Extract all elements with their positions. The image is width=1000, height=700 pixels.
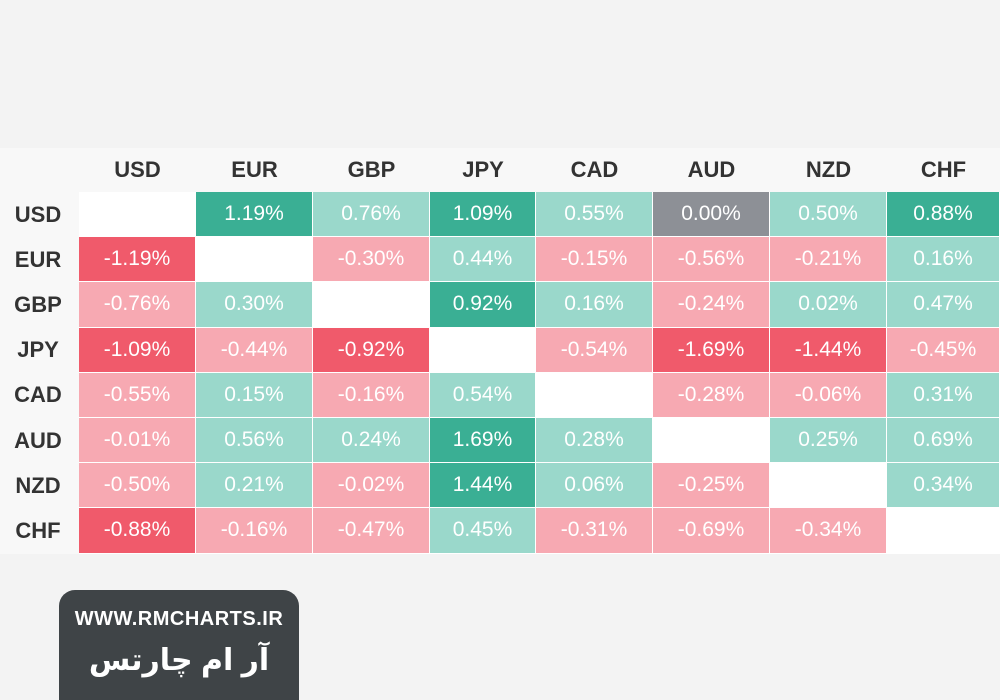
cell-chf-usd: -0.88% xyxy=(79,508,196,554)
cell-nzd-gbp: -0.02% xyxy=(313,463,430,509)
cell-nzd-cad: 0.06% xyxy=(536,463,653,509)
cell-eur-eur xyxy=(196,237,313,283)
column-header-eur: EUR xyxy=(231,157,278,182)
row-header-eur: EUR xyxy=(14,246,62,272)
cell-cad-gbp: -0.16% xyxy=(313,372,430,418)
cell-jpy-gbp: -0.92% xyxy=(313,327,430,373)
cell-cad-usd: -0.55% xyxy=(79,372,196,418)
cell-cad-nzd: -0.06% xyxy=(770,372,887,418)
cell-cad-chf: 0.31% xyxy=(887,372,1000,418)
brand-url: WWW.RMCHARTS.IR xyxy=(74,608,284,630)
column-header-gbp: GBP xyxy=(347,157,396,182)
cell-jpy-aud: -1.69% xyxy=(653,327,770,373)
cell-chf-aud: -0.69% xyxy=(653,508,770,554)
cell-nzd-usd: -0.50% xyxy=(79,463,196,509)
cell-usd-chf: 0.88% xyxy=(887,192,1000,238)
cell-eur-chf: 0.16% xyxy=(887,237,1000,283)
cell-jpy-nzd: -1.44% xyxy=(770,327,887,373)
cell-aud-gbp: 0.24% xyxy=(313,418,430,464)
cell-aud-eur: 0.56% xyxy=(196,418,313,464)
row-header-aud: AUD xyxy=(14,427,62,453)
cell-aud-aud xyxy=(653,418,770,464)
row-header-gbp: GBP xyxy=(14,291,62,317)
column-header-chf: CHF xyxy=(920,157,967,182)
cell-usd-nzd: 0.50% xyxy=(770,192,887,238)
brand-name: آر ام چارتس xyxy=(88,644,270,677)
cell-aud-chf: 0.69% xyxy=(887,418,1000,464)
cell-usd-cad: 0.55% xyxy=(536,192,653,238)
cell-aud-cad: 0.28% xyxy=(536,418,653,464)
cell-usd-gbp: 0.76% xyxy=(313,192,430,238)
cell-chf-cad: -0.31% xyxy=(536,508,653,554)
cell-jpy-chf: -0.45% xyxy=(887,327,1000,373)
cell-usd-eur: 1.19% xyxy=(196,192,313,238)
cell-chf-jpy: 0.45% xyxy=(430,508,536,554)
cell-jpy-jpy xyxy=(430,327,536,373)
column-header-aud: AUD xyxy=(687,157,736,182)
cell-eur-usd: -1.19% xyxy=(79,237,196,283)
cell-aud-nzd: 0.25% xyxy=(770,418,887,464)
cell-gbp-chf: 0.47% xyxy=(887,282,1000,328)
cell-eur-gbp: -0.30% xyxy=(313,237,430,283)
cell-nzd-aud: -0.25% xyxy=(653,463,770,509)
cell-aud-usd: -0.01% xyxy=(79,418,196,464)
row-header-chf: CHF xyxy=(15,517,61,543)
cell-eur-jpy: 0.44% xyxy=(430,237,536,283)
cell-cad-cad xyxy=(536,372,653,418)
row-header-jpy: JPY xyxy=(17,337,59,363)
column-header-usd: USD xyxy=(114,157,161,182)
cell-nzd-nzd xyxy=(770,463,887,509)
cell-nzd-chf: 0.34% xyxy=(887,463,1000,509)
cell-eur-cad: -0.15% xyxy=(536,237,653,283)
cell-nzd-jpy: 1.44% xyxy=(430,463,536,509)
cell-eur-aud: -0.56% xyxy=(653,237,770,283)
column-header-cad: CAD xyxy=(570,157,619,182)
row-header-usd: USD xyxy=(14,201,62,227)
cell-jpy-eur: -0.44% xyxy=(196,327,313,373)
cell-chf-nzd: -0.34% xyxy=(770,508,887,554)
row-header-cad: CAD xyxy=(14,382,62,408)
cell-gbp-aud: -0.24% xyxy=(653,282,770,328)
cell-gbp-cad: 0.16% xyxy=(536,282,653,328)
cell-usd-aud: 0.00% xyxy=(653,192,770,238)
column-header-nzd: NZD xyxy=(805,157,852,182)
cell-cad-aud: -0.28% xyxy=(653,372,770,418)
cell-gbp-eur: 0.30% xyxy=(196,282,313,328)
cell-gbp-jpy: 0.92% xyxy=(430,282,536,328)
cell-gbp-usd: -0.76% xyxy=(79,282,196,328)
cell-cad-jpy: 0.54% xyxy=(430,372,536,418)
cell-usd-usd xyxy=(79,192,196,238)
column-header-jpy: JPY xyxy=(462,157,504,182)
cell-usd-jpy: 1.09% xyxy=(430,192,536,238)
brand-badge: WWW.RMCHARTS.IR آر ام چارتس xyxy=(59,590,299,700)
currency-heatmap: USD EUR GBP JPY CAD AUD NZD CHF USD 1.19% 0.76% 1.0… xyxy=(0,148,1000,554)
cell-nzd-eur: 0.21% xyxy=(196,463,313,509)
cell-jpy-cad: -0.54% xyxy=(536,327,653,373)
cell-chf-gbp: -0.47% xyxy=(313,508,430,554)
cell-eur-nzd: -0.21% xyxy=(770,237,887,283)
cell-jpy-usd: -1.09% xyxy=(79,327,196,373)
cell-gbp-gbp xyxy=(313,282,430,328)
cell-chf-eur: -0.16% xyxy=(196,508,313,554)
row-header-nzd: NZD xyxy=(15,472,61,498)
cell-chf-chf xyxy=(887,508,1000,554)
cell-gbp-nzd: 0.02% xyxy=(770,282,887,328)
cell-aud-jpy: 1.69% xyxy=(430,418,536,464)
cell-cad-eur: 0.15% xyxy=(196,372,313,418)
